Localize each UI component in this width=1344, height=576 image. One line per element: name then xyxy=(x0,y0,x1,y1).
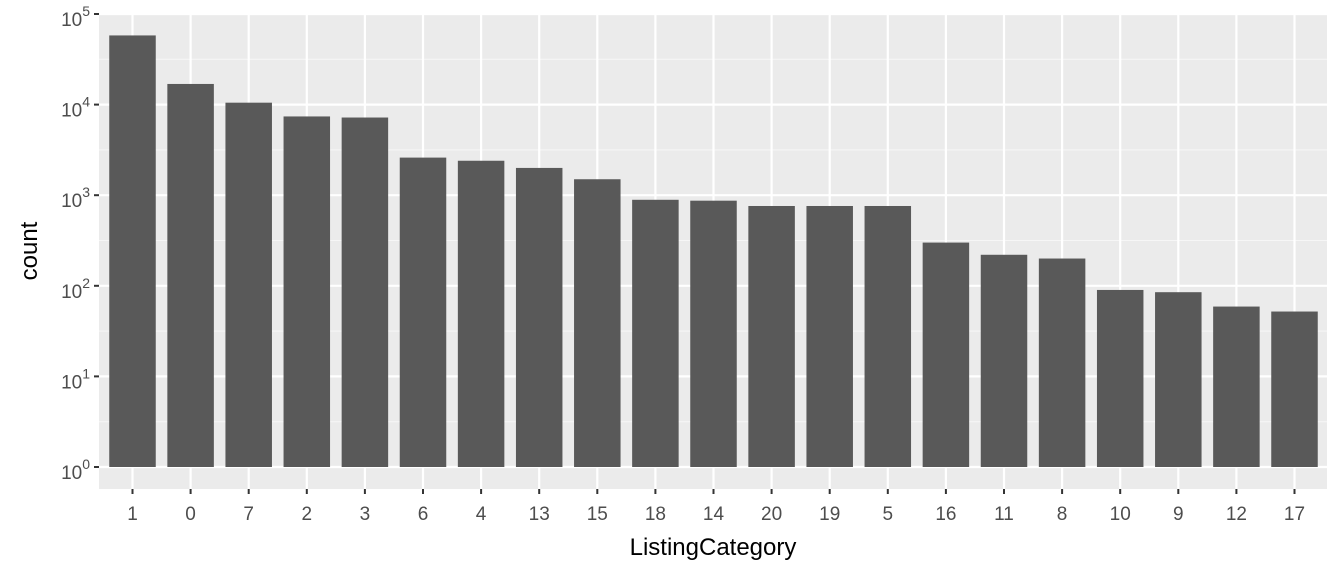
bar xyxy=(341,117,389,468)
x-tick-label: 15 xyxy=(587,504,608,525)
y-tick-label: 104 xyxy=(61,94,90,122)
x-tick-label: 12 xyxy=(1226,504,1247,525)
x-tick-label: 14 xyxy=(703,504,725,525)
y-tick-label: 102 xyxy=(61,275,90,303)
bar xyxy=(690,200,737,467)
bar xyxy=(1096,289,1144,467)
x-tick-label: 19 xyxy=(819,504,840,525)
x-tick-label: 1 xyxy=(127,504,138,525)
x-tick-label: 2 xyxy=(302,504,313,525)
bar xyxy=(1038,258,1086,467)
bar xyxy=(109,35,156,468)
x-tick-label: 20 xyxy=(761,504,782,525)
bar xyxy=(283,116,331,468)
y-tick-label: 101 xyxy=(61,365,90,393)
bar xyxy=(1271,311,1318,467)
x-tick-label: 3 xyxy=(360,504,371,525)
bar xyxy=(399,157,447,468)
bar xyxy=(574,179,621,467)
x-tick-label: 10 xyxy=(1110,504,1131,525)
x-axis-title: ListingCategory xyxy=(630,534,797,561)
bar xyxy=(864,205,912,467)
bar xyxy=(980,254,1028,467)
bar xyxy=(922,242,970,467)
bar xyxy=(515,167,563,467)
x-tick-label: 4 xyxy=(476,504,487,525)
x-tick-label: 13 xyxy=(529,504,550,525)
x-tick-label: 7 xyxy=(243,504,254,525)
y-axis: 100 101 102 103 104 105 xyxy=(61,3,99,484)
bar xyxy=(806,205,853,467)
x-tick-label: 11 xyxy=(994,504,1014,525)
y-tick-label: 105 xyxy=(61,3,90,31)
x-axis: 1 0 7 2 3 6 4 13 15 18 14 20 19 5 16 11 8 10 9 12 17 xyxy=(127,489,1305,525)
x-tick-label: 17 xyxy=(1284,504,1305,525)
x-tick-label: 8 xyxy=(1057,504,1068,525)
bar xyxy=(1155,292,1202,467)
x-tick-label: 18 xyxy=(645,504,666,525)
bar xyxy=(632,199,679,467)
bar xyxy=(225,102,272,468)
x-tick-label: 5 xyxy=(883,504,894,525)
bar xyxy=(748,205,795,467)
x-tick-label: 16 xyxy=(935,504,956,525)
bars xyxy=(109,35,1318,468)
x-tick-label: 9 xyxy=(1173,504,1184,525)
y-tick-label: 103 xyxy=(61,184,90,212)
bar xyxy=(167,83,214,467)
x-tick-label: 6 xyxy=(418,504,429,525)
x-tick-label: 0 xyxy=(185,504,196,525)
y-tick-label: 100 xyxy=(61,456,90,484)
bar xyxy=(457,160,505,467)
y-axis-title: count xyxy=(16,221,43,280)
bar xyxy=(1213,306,1260,467)
